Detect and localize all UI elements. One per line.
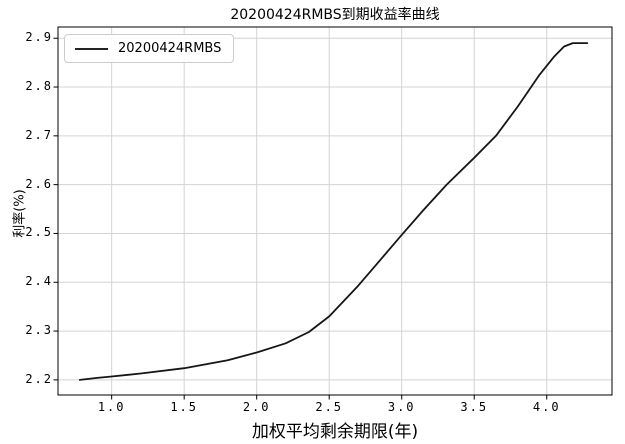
x-tick-label: 2.5 bbox=[315, 400, 344, 414]
legend-label: 20200424RMBS bbox=[118, 41, 222, 56]
legend: 20200424RMBS bbox=[64, 34, 235, 63]
axes-spines bbox=[57, 26, 613, 396]
chart-title: 20200424RMBS到期收益率曲线 bbox=[230, 7, 440, 23]
y-tick-label: 2.8 bbox=[25, 79, 53, 94]
x-axis-label: 加权平均剩余期限(年) bbox=[251, 422, 419, 442]
y-tick-label: 2.5 bbox=[25, 225, 53, 240]
x-tick-label: 3.0 bbox=[387, 400, 416, 414]
y-tick-label: 2.4 bbox=[25, 274, 53, 289]
x-tick-label: 2.0 bbox=[242, 400, 271, 414]
y-tick-label: 2.2 bbox=[25, 371, 53, 386]
legend-line-sample bbox=[75, 47, 108, 50]
x-tick-label: 1.0 bbox=[97, 400, 126, 414]
y-tick-label: 2.3 bbox=[25, 323, 53, 338]
x-tick-label: 4.0 bbox=[532, 400, 561, 414]
y-tick-label: 2.9 bbox=[25, 30, 53, 45]
x-tick-label: 3.5 bbox=[460, 400, 489, 414]
y-tick-label: 2.6 bbox=[25, 176, 53, 191]
x-tick-label: 1.5 bbox=[170, 400, 199, 414]
series-line bbox=[78, 42, 589, 381]
y-tick-label: 2.7 bbox=[25, 127, 53, 142]
